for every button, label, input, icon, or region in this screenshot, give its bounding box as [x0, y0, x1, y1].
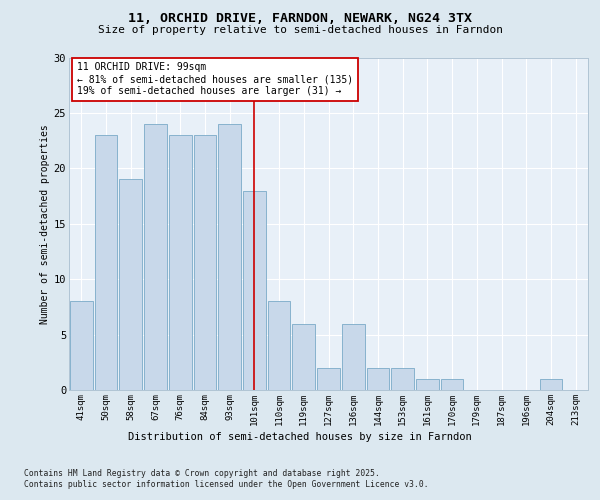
Bar: [218, 124, 241, 390]
Text: Distribution of semi-detached houses by size in Farndon: Distribution of semi-detached houses by …: [128, 432, 472, 442]
Bar: [292, 324, 315, 390]
Text: Contains public sector information licensed under the Open Government Licence v3: Contains public sector information licen…: [24, 480, 428, 489]
Bar: [95, 135, 118, 390]
Bar: [317, 368, 340, 390]
Text: 11 ORCHID DRIVE: 99sqm
← 81% of semi-detached houses are smaller (135)
19% of se: 11 ORCHID DRIVE: 99sqm ← 81% of semi-det…: [77, 62, 353, 96]
Bar: [539, 379, 562, 390]
Bar: [144, 124, 167, 390]
Text: Contains HM Land Registry data © Crown copyright and database right 2025.: Contains HM Land Registry data © Crown c…: [24, 469, 380, 478]
Text: 11, ORCHID DRIVE, FARNDON, NEWARK, NG24 3TX: 11, ORCHID DRIVE, FARNDON, NEWARK, NG24 …: [128, 12, 472, 26]
Text: Size of property relative to semi-detached houses in Farndon: Size of property relative to semi-detach…: [97, 25, 503, 35]
Bar: [119, 180, 142, 390]
Bar: [169, 135, 191, 390]
Bar: [243, 190, 266, 390]
Bar: [367, 368, 389, 390]
Bar: [194, 135, 216, 390]
Bar: [391, 368, 414, 390]
Bar: [70, 302, 93, 390]
Bar: [268, 302, 290, 390]
Y-axis label: Number of semi-detached properties: Number of semi-detached properties: [40, 124, 50, 324]
Bar: [441, 379, 463, 390]
Bar: [342, 324, 365, 390]
Bar: [416, 379, 439, 390]
